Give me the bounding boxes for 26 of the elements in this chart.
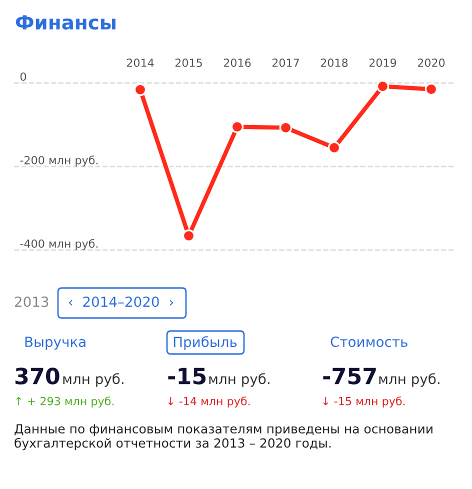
y-tick-label: 0 bbox=[20, 72, 26, 81]
text: млн руб. bbox=[209, 373, 270, 387]
x-tick-label: 2019 bbox=[369, 58, 396, 67]
text: Данные по финансовым показателям приведены на основании бухгалтерской отчетности за 2013 – 2020 годы. bbox=[14, 424, 432, 450]
x-tick-label: 2015 bbox=[175, 58, 202, 67]
text: 370 bbox=[15, 368, 60, 384]
x-tick-label: 2016 bbox=[224, 58, 251, 67]
text: 2013 bbox=[15, 296, 48, 308]
x-tick-label: 2020 bbox=[418, 58, 445, 67]
text: млн руб. bbox=[379, 373, 440, 387]
text: -15 bbox=[168, 368, 206, 384]
text: ↓ -15 млн руб. bbox=[323, 396, 405, 408]
x-tick-label: 2014 bbox=[126, 58, 154, 67]
text: ↑ + 293 млн руб. bbox=[16, 396, 114, 408]
x-tick-label: 2017 bbox=[272, 58, 299, 67]
y-tick-label: -400 млн руб. bbox=[20, 239, 98, 250]
text: -757 bbox=[323, 368, 376, 384]
y-tick-label: -200 млн руб. bbox=[20, 156, 98, 166]
text: ‹ 2014–2020 › bbox=[68, 296, 174, 308]
text: Выручка bbox=[25, 336, 86, 350]
x-tick-label: 2018 bbox=[320, 58, 348, 67]
chart-title: Финансы bbox=[16, 15, 116, 30]
text: Стоимость bbox=[330, 336, 408, 348]
text: Прибыль bbox=[174, 336, 237, 350]
text: ↓ -14 млн руб. bbox=[168, 396, 250, 408]
text: млн руб. bbox=[63, 373, 124, 387]
